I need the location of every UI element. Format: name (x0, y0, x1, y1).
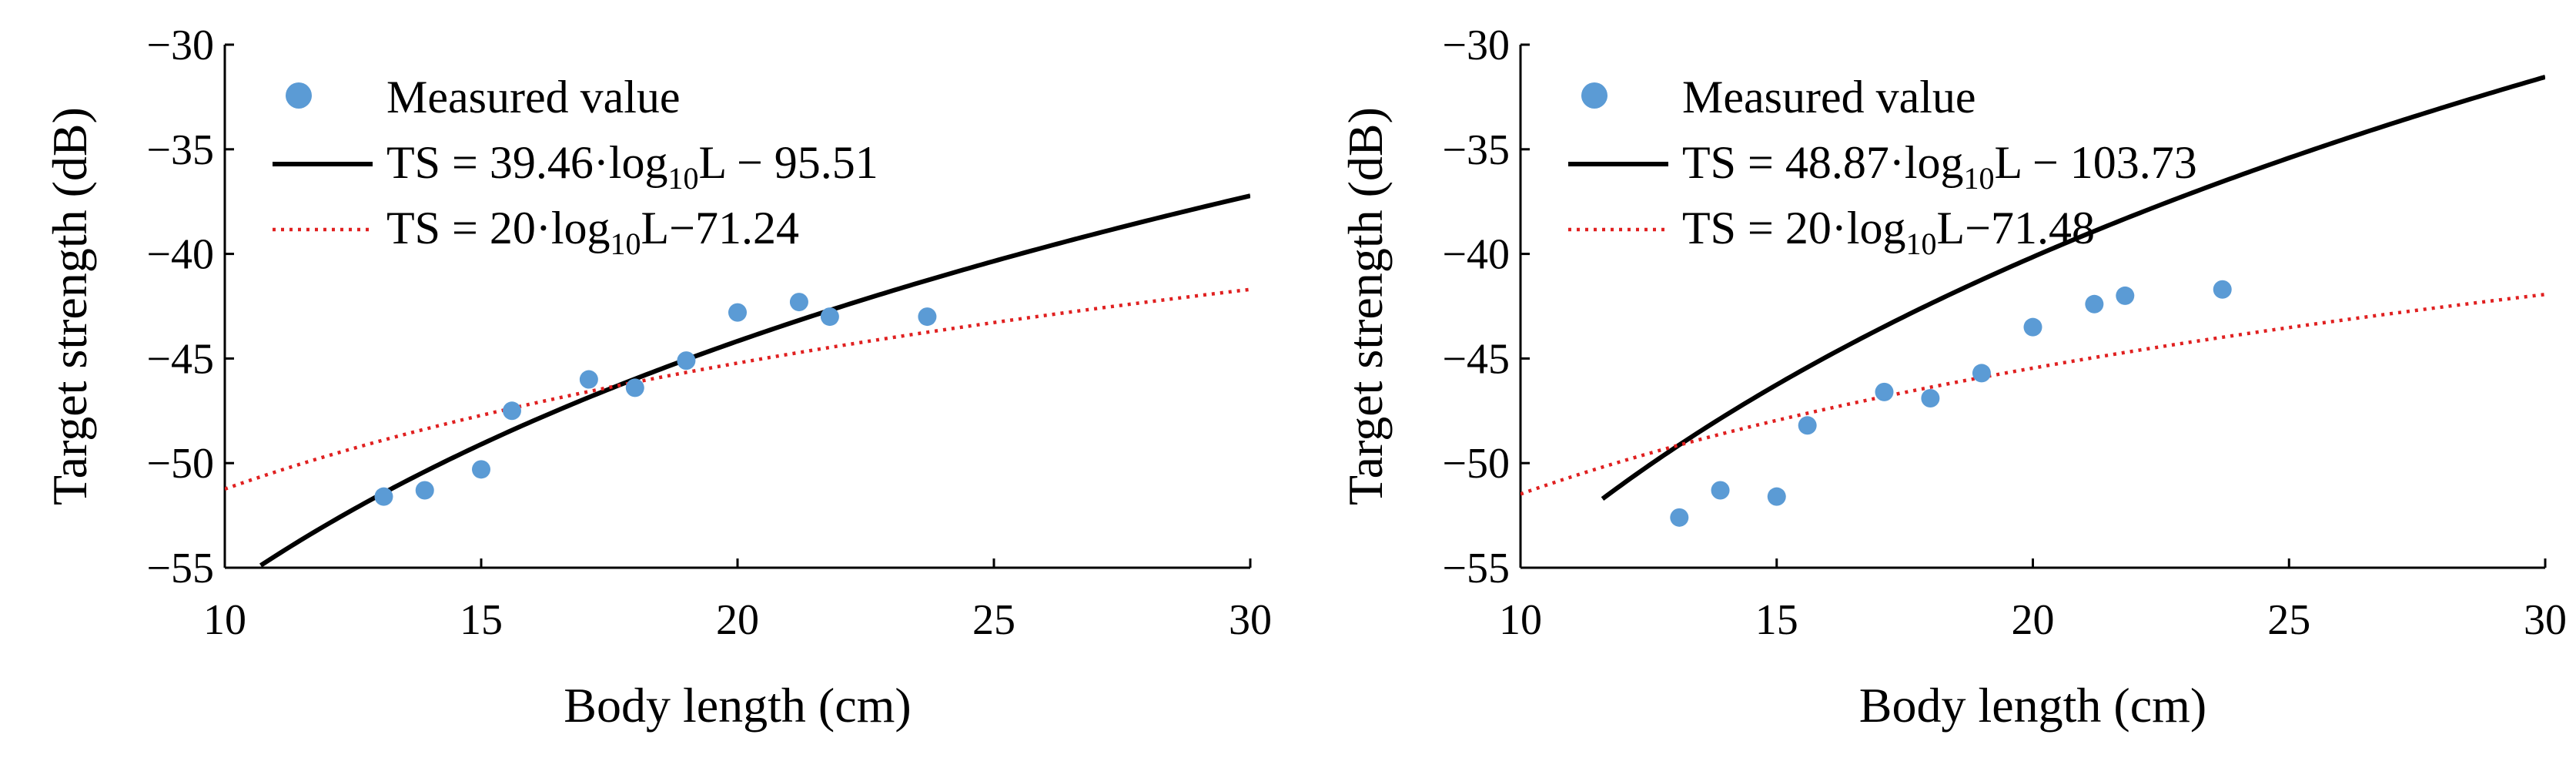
y-tick-label: −50 (1442, 440, 1510, 488)
data-point (625, 378, 644, 397)
x-tick-label: 30 (2524, 596, 2567, 644)
x-tick-label: 20 (2012, 596, 2055, 644)
fit-line-dotted (225, 287, 1250, 491)
data-point (502, 401, 521, 421)
legend-label: Measured value (386, 72, 681, 122)
y-tick-label: −35 (146, 126, 214, 174)
x-axis-title: Body length (cm) (1859, 678, 2206, 733)
data-point (1711, 481, 1730, 500)
y-tick-label: −45 (1442, 335, 1510, 383)
data-point (728, 303, 747, 322)
legend-marker (286, 82, 312, 109)
y-tick-label: −55 (146, 545, 214, 592)
y-tick-label: −40 (1442, 231, 1510, 279)
y-axis-title: Target strength (dB) (1338, 107, 1393, 505)
x-tick-label: 25 (972, 596, 1015, 644)
data-point (1670, 508, 1689, 527)
x-tick-label: 30 (1229, 596, 1272, 644)
data-point (789, 293, 808, 312)
data-point (2213, 280, 2232, 299)
fit-line-dotted (1521, 292, 2545, 496)
y-tick-label: −30 (1442, 22, 1510, 69)
data-point (2085, 294, 2104, 314)
legend-label: Measured value (1682, 72, 1976, 122)
legend-label: TS = 39.46·log10L − 95.51 (386, 137, 878, 196)
x-tick-label: 20 (716, 596, 759, 644)
x-tick-label: 10 (1499, 596, 1542, 644)
y-tick-label: −45 (146, 335, 214, 383)
y-tick-label: −35 (1442, 126, 1510, 174)
x-tick-label: 15 (1755, 596, 1798, 644)
legend-label: TS = 20·log10L−71.24 (386, 203, 799, 261)
y-axis-title: Target strength (dB) (42, 107, 97, 505)
y-tick-label: −50 (146, 440, 214, 488)
y-tick-label: −40 (146, 231, 214, 279)
data-point (918, 307, 937, 327)
data-point (1972, 364, 1991, 383)
data-point (820, 307, 839, 327)
x-tick-label: 15 (460, 596, 503, 644)
data-point (472, 460, 490, 479)
data-point (374, 487, 393, 506)
y-tick-label: −30 (146, 22, 214, 69)
legend-label: TS = 20·log10L−71.48 (1682, 203, 2095, 261)
data-point (579, 370, 598, 389)
data-point (677, 351, 696, 371)
data-point (1798, 416, 1817, 435)
x-axis-title: Body length (cm) (564, 678, 911, 733)
data-point (2116, 286, 2135, 305)
fit-line-solid (259, 193, 1250, 568)
data-point (1875, 382, 1894, 401)
fit-line-solid (1601, 75, 2545, 501)
x-tick-label: 10 (203, 596, 246, 644)
x-tick-label: 25 (2267, 596, 2310, 644)
legend-marker (1581, 82, 1607, 109)
data-point (1921, 389, 1940, 408)
data-point (415, 481, 434, 500)
data-point (1767, 487, 1786, 506)
legend-label: TS = 48.87·log10L − 103.73 (1682, 137, 2197, 196)
y-tick-label: −55 (1442, 545, 1510, 592)
data-point (2023, 317, 2042, 337)
